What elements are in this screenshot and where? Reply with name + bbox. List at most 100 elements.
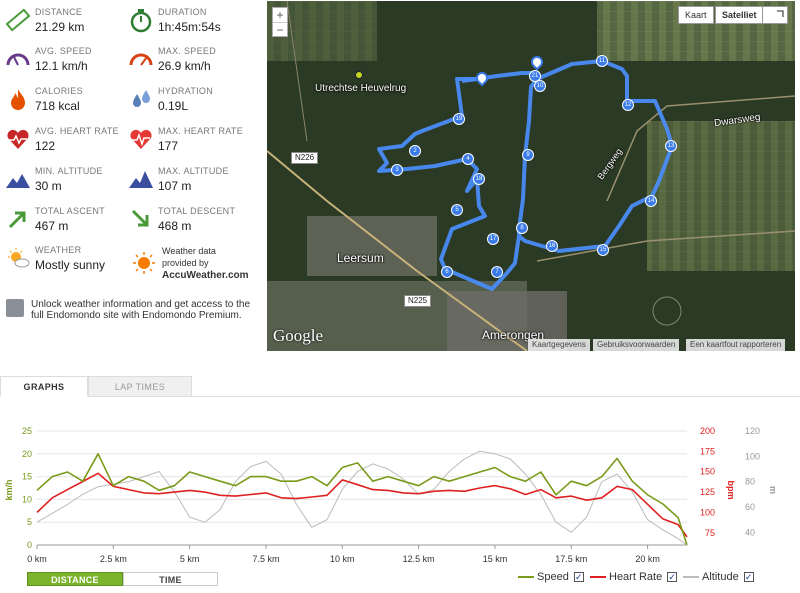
y-right-alt-tick-label: 80 xyxy=(745,477,755,487)
terms-link[interactable]: Gebruiksvoorwaarden xyxy=(593,339,680,351)
y-right-alt-tick-label: 40 xyxy=(745,527,755,537)
route-marker-9[interactable]: 9 xyxy=(522,149,534,161)
route-marker-11[interactable]: 11 xyxy=(596,55,608,67)
route-map[interactable]: 2 3 4 5 6 7 8 9 10 11 12 13 14 15 16 17 18 19 21 Utrechtse… xyxy=(267,1,795,351)
weather-provider-line2: provided by xyxy=(162,258,209,268)
fullscreen-button[interactable] xyxy=(762,6,788,24)
report-map-error-link[interactable]: Een kaartfout rapporteren xyxy=(686,339,786,351)
zoom-control: + − xyxy=(272,7,288,37)
stat-hydration: HYDRATION 0.19L xyxy=(128,84,258,120)
y-right-hr-tick-label: 75 xyxy=(705,528,715,538)
map-type-satellite-button[interactable]: Satelliet xyxy=(715,6,764,24)
route-marker-2[interactable]: 2 xyxy=(409,145,421,157)
stat-weather: WEATHER Mostly sunny xyxy=(5,243,135,279)
y-left-tick-label: 25 xyxy=(22,426,32,436)
series-line-altitude xyxy=(36,450,688,546)
stat-total-ascent: TOTAL ASCENT 467 m xyxy=(5,204,135,240)
stat-value: 467 m xyxy=(35,219,69,233)
legend-heart-rate: Heart Rate ✓ xyxy=(590,570,678,584)
workout-chart: 0 5 10 15 20 25 0 km 2.5 km 5 km 7.5 km 10 km 12.5 … xyxy=(4,426,778,564)
x-tick-label: 5 km xyxy=(180,554,200,564)
altitude-checkbox[interactable]: ✓ xyxy=(743,572,754,583)
route-marker-4[interactable]: 4 xyxy=(462,153,474,165)
stat-total-descent: TOTAL DESCENT 468 m xyxy=(128,204,258,240)
map-data-link[interactable]: Kaartgegevens xyxy=(528,339,590,351)
distance-toggle-button[interactable]: DISTANCE xyxy=(27,572,123,586)
heart-pulse-max-icon xyxy=(130,129,152,149)
zoom-out-button[interactable]: − xyxy=(273,22,287,37)
tab-graphs[interactable]: GRAPHS xyxy=(0,376,88,397)
mountain-min-icon xyxy=(6,174,30,188)
stat-value: 12.1 km/h xyxy=(35,59,88,73)
stat-value: 26.9 km/h xyxy=(158,59,211,73)
heart-rate-checkbox[interactable]: ✓ xyxy=(667,572,678,583)
speedometer-max-icon xyxy=(129,53,153,66)
google-logo[interactable]: Google xyxy=(273,326,324,345)
x-tick-label: 12.5 km xyxy=(403,554,435,564)
route-marker-12[interactable]: 12 xyxy=(622,99,634,111)
route-marker-18[interactable]: 18 xyxy=(473,173,485,185)
stat-label: TOTAL DESCENT xyxy=(158,206,236,216)
y-left-tick-label: 0 xyxy=(27,540,32,550)
route-marker-15[interactable]: 15 xyxy=(597,244,609,256)
y-right-hr-axis-label: bpm xyxy=(726,481,736,500)
route-marker-3[interactable]: 3 xyxy=(391,164,403,176)
route-marker-6[interactable]: 6 xyxy=(441,266,453,278)
stat-max-speed: MAX. SPEED 26.9 km/h xyxy=(128,44,258,80)
accuweather-link[interactable]: AccuWeather.com xyxy=(162,270,249,281)
route-marker-14[interactable]: 14 xyxy=(645,195,657,207)
stat-value: 468 m xyxy=(158,219,192,233)
stat-label: MAX. SPEED xyxy=(158,46,217,56)
map-type-kaart-button[interactable]: Kaart xyxy=(678,6,714,24)
route-marker-8[interactable]: 8 xyxy=(516,222,528,234)
route-marker-17[interactable]: 17 xyxy=(487,233,499,245)
stat-distance: DISTANCE 21.29 km xyxy=(5,5,135,41)
y-right-hr-tick-label: 175 xyxy=(700,446,715,456)
route-marker-21[interactable]: 21 xyxy=(529,70,541,82)
tab-lap-times[interactable]: LAP TIMES xyxy=(88,376,192,397)
stat-label: AVG. SPEED xyxy=(35,46,92,56)
stopwatch-icon xyxy=(130,9,152,33)
partly-sunny-icon xyxy=(8,248,30,268)
y-right-hr-tick-label: 150 xyxy=(700,467,715,477)
stat-calories: CALORIES 718 kcal xyxy=(5,84,135,120)
route-marker-19[interactable]: 19 xyxy=(453,113,465,125)
x-tick-label: 7.5 km xyxy=(252,554,279,564)
y-right-hr-tick-label: 200 xyxy=(700,426,715,436)
weather-provider-line1: Weather data xyxy=(162,246,216,256)
stat-value: 30 m xyxy=(35,179,62,193)
y-right-alt-tick-label: 60 xyxy=(745,502,755,512)
stat-label: HYDRATION xyxy=(158,86,214,96)
graph-tabs: GRAPHS LAP TIMES xyxy=(0,376,800,397)
stat-max-heart-rate: MAX. HEART RATE 177 xyxy=(128,124,258,160)
y-right-hr-tick-label: 125 xyxy=(700,487,715,497)
route-marker-13[interactable]: 13 xyxy=(665,140,677,152)
stat-value: 718 kcal xyxy=(35,99,80,113)
speed-checkbox[interactable]: ✓ xyxy=(573,572,584,583)
x-tick-label: 20 km xyxy=(635,554,660,564)
x-tick-label: 17.5 km xyxy=(555,554,587,564)
expand-icon xyxy=(777,10,784,17)
legend-speed-swatch xyxy=(518,576,534,579)
stat-label: AVG. HEART RATE xyxy=(35,126,119,136)
zoom-in-button[interactable]: + xyxy=(276,8,284,22)
route-marker-7[interactable]: 7 xyxy=(491,266,503,278)
mountain-max-icon xyxy=(129,171,153,188)
road-sign-n226: N226 xyxy=(291,152,319,164)
stat-label: DURATION xyxy=(158,7,207,17)
route-marker-16[interactable]: 16 xyxy=(546,240,558,252)
stat-duration: DURATION 1h:45m:54s xyxy=(128,5,258,41)
stat-label: TOTAL ASCENT xyxy=(35,206,105,216)
stat-avg-heart-rate: AVG. HEART RATE 122 xyxy=(5,124,135,160)
stat-value: 107 m xyxy=(158,179,192,193)
stat-value: Mostly sunny xyxy=(35,258,106,272)
route-marker-10[interactable]: 10 xyxy=(534,80,546,92)
stat-label: MIN. ALTITUDE xyxy=(35,166,103,176)
premium-text[interactable]: Unlock weather information and get acces… xyxy=(31,299,251,321)
stat-label: MAX. ALTITUDE xyxy=(158,166,229,176)
y-right-alt-axis-label: m xyxy=(768,486,778,494)
y-right-alt-tick-label: 120 xyxy=(745,426,760,436)
speedometer-icon xyxy=(6,53,30,66)
route-marker-5[interactable]: 5 xyxy=(451,204,463,216)
time-toggle-button[interactable]: TIME xyxy=(123,572,218,586)
